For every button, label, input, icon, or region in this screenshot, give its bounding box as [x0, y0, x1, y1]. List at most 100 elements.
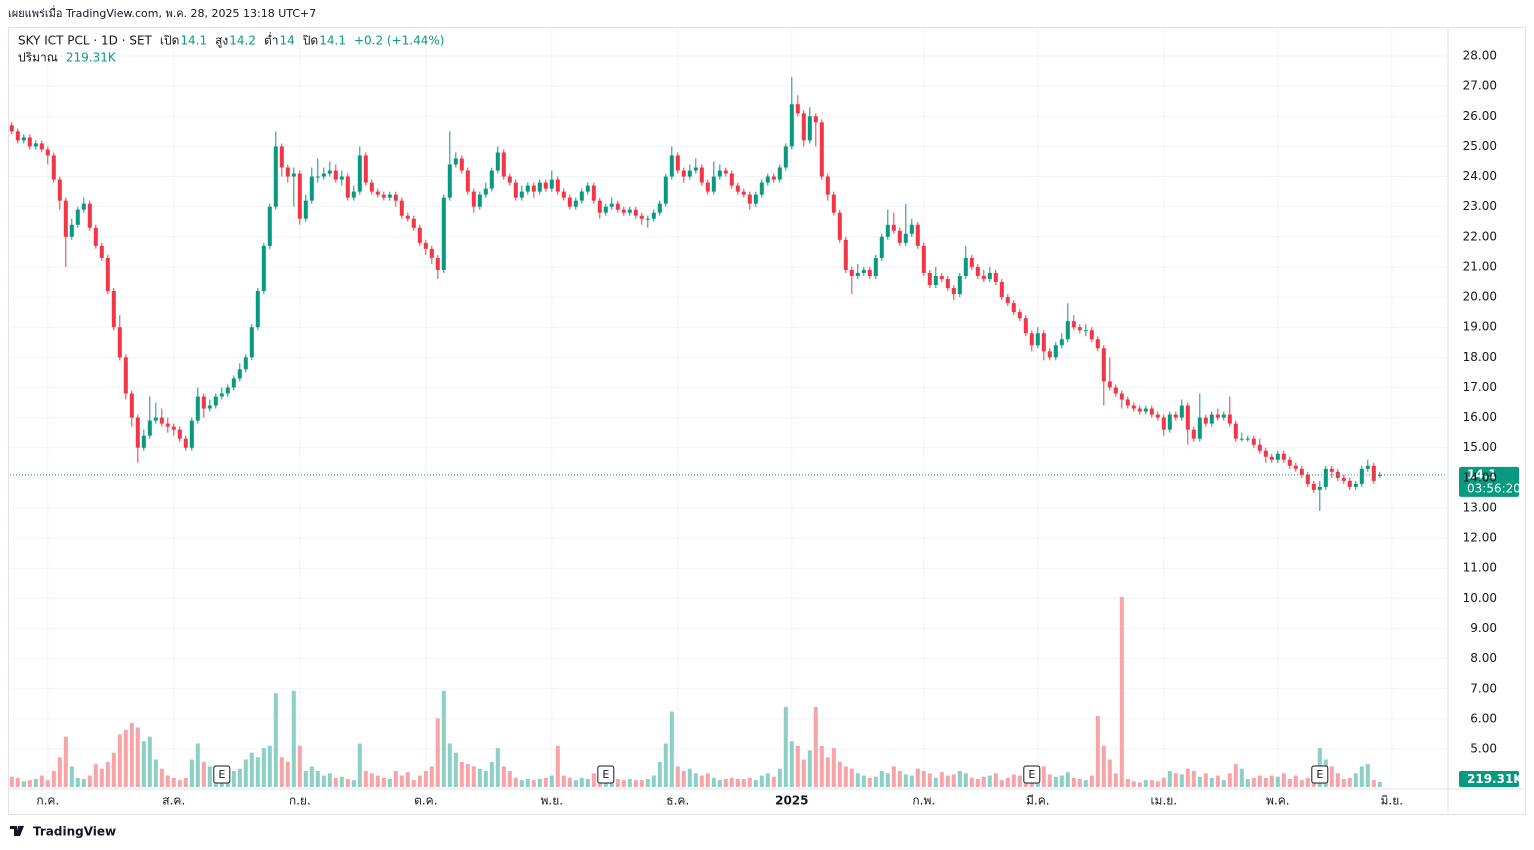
candle-body [1017, 312, 1022, 319]
candle-body [1305, 474, 1310, 484]
candle-body [435, 257, 440, 270]
legend-close: 14.1 [319, 34, 346, 48]
volume-bar [693, 773, 698, 787]
legend-volume-label: ปริมาณ [18, 51, 58, 65]
volume-bar [897, 770, 902, 787]
volume-bar [1107, 759, 1112, 787]
candle-body [315, 176, 320, 178]
candle-body [543, 182, 548, 189]
volume-bar [375, 775, 380, 787]
volume-bar [585, 778, 590, 787]
y-tick-label: 18.00 [1463, 350, 1497, 364]
volume-bar [435, 718, 440, 787]
candle-body [1347, 480, 1352, 487]
candle-body [1323, 468, 1328, 487]
volume-bar [345, 778, 350, 787]
volume-bar [21, 781, 26, 787]
volume-bar [519, 780, 524, 787]
candle-body [483, 188, 488, 195]
candle-body [357, 155, 362, 192]
candle-body [465, 170, 470, 192]
candle-body [1329, 468, 1334, 472]
volume-bar [741, 778, 746, 787]
candle-body [9, 125, 14, 132]
volume-bar [201, 761, 206, 787]
volume-bar [549, 775, 554, 787]
candle-body [141, 435, 146, 448]
candle-body [1161, 417, 1166, 430]
candle-body [1119, 393, 1124, 400]
candle-body [1371, 465, 1376, 481]
volume-bar [663, 743, 668, 787]
volume-bar [1293, 775, 1298, 787]
candle-body [735, 185, 740, 192]
candle-body [819, 122, 824, 177]
volume-bar [1119, 597, 1124, 787]
candle-body [51, 155, 56, 180]
volume-bar [1005, 777, 1010, 787]
candle-body [1215, 414, 1220, 418]
volume-bar [69, 766, 74, 787]
candle-body [15, 131, 20, 141]
candle-body [1221, 414, 1226, 418]
candle-body [273, 146, 278, 207]
volume-bar [189, 759, 194, 787]
volume-bar [933, 777, 938, 787]
candle-body [87, 203, 92, 228]
candle-body [1227, 414, 1232, 424]
candle-body [909, 224, 914, 234]
volume-bar [633, 780, 638, 787]
volume-bar [63, 736, 68, 787]
candle-body [453, 158, 458, 165]
candle-body [915, 224, 920, 246]
candle-body [279, 146, 284, 168]
candle-body [579, 191, 584, 201]
volume-bar [165, 775, 170, 787]
candle-body [777, 167, 782, 180]
candle-body [885, 224, 890, 237]
volume-bar [615, 778, 620, 787]
candle-body [1053, 345, 1058, 358]
volume-bar [1203, 773, 1208, 787]
volume-bar [1083, 780, 1088, 787]
candle-body [297, 173, 302, 219]
candle-body [237, 369, 242, 379]
volume-bar [1041, 766, 1046, 787]
volume-bar [927, 773, 932, 787]
candle-body [225, 387, 230, 394]
candle-body [951, 288, 956, 295]
volume-bar [801, 759, 806, 787]
candle-body [1197, 417, 1202, 439]
volume-bar [807, 750, 812, 787]
volume-bar [1245, 778, 1250, 787]
candle-body [807, 116, 812, 141]
candle-body [57, 179, 62, 201]
candle-body [501, 152, 506, 177]
candle-body [291, 173, 296, 177]
candle-body [1275, 453, 1280, 460]
volume-bar [891, 766, 896, 787]
candle-body [939, 275, 944, 279]
volume-bar [495, 748, 500, 787]
candle-body [327, 170, 332, 174]
volume-bar [333, 777, 338, 787]
y-tick-label: 17.00 [1463, 380, 1497, 394]
earnings-marker [1311, 765, 1329, 784]
candle-body [879, 236, 884, 258]
volume-bar [147, 736, 152, 787]
candle-body [189, 420, 194, 448]
volume-bar [687, 768, 692, 787]
candle-body [741, 191, 746, 195]
candle-body [123, 357, 128, 394]
candle-body [555, 179, 560, 192]
volume-bar [1275, 776, 1280, 787]
candle-body [1359, 468, 1364, 484]
candle-body [855, 272, 860, 276]
candle-body [183, 438, 188, 448]
volume-bar [1137, 782, 1142, 787]
candle-body [93, 227, 98, 246]
y-tick-label: 16.00 [1463, 410, 1497, 424]
volume-bar [351, 780, 356, 787]
volume-bar [1101, 745, 1106, 787]
candle-body [1113, 387, 1118, 394]
